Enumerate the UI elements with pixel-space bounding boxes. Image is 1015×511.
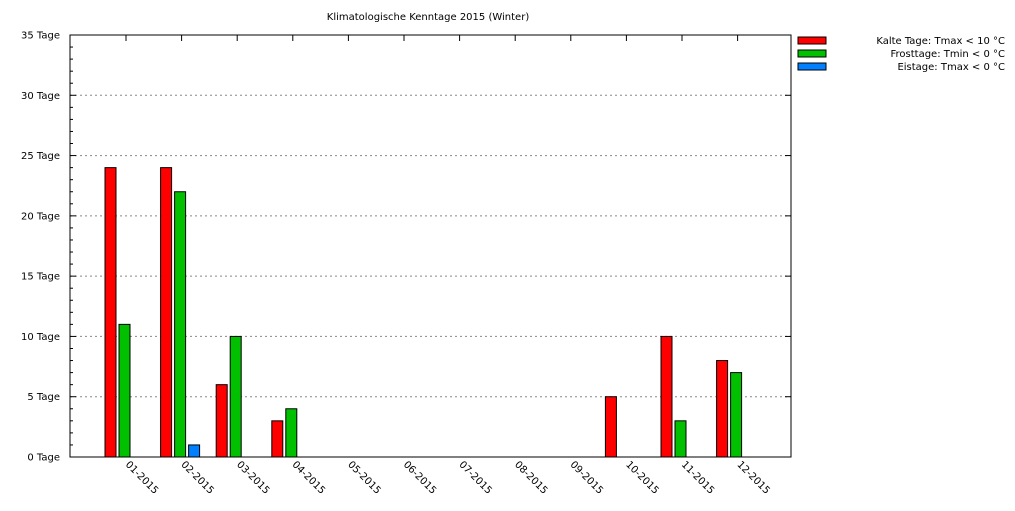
bars	[104, 167, 743, 458]
bar	[716, 360, 729, 458]
x-tick-label: 03-2015	[234, 459, 271, 496]
y-tick-label: 0 Tage	[27, 453, 60, 464]
bar	[674, 420, 687, 458]
legend-swatch	[797, 49, 827, 58]
legend-label: Kalte Tage: Tmax < 10 °C	[876, 36, 1005, 47]
y-tick-label: 25 Tage	[21, 151, 60, 162]
x-tick-label: 02-2015	[178, 459, 215, 496]
x-tick-label: 04-2015	[290, 459, 327, 496]
y-tick-label: 35 Tage	[21, 31, 60, 42]
bar	[229, 335, 242, 458]
y-tick-label: 20 Tage	[21, 211, 60, 222]
bar	[604, 396, 617, 458]
chart-title: Klimatologische Kenntage 2015 (Winter)	[327, 12, 530, 23]
bar	[104, 167, 117, 458]
x-tick-label: 11-2015	[679, 459, 716, 496]
y-tick-label: 5 Tage	[27, 392, 60, 403]
x-tick-label: 10-2015	[623, 459, 660, 496]
legend-label: Frosttage: Tmin < 0 °C	[891, 49, 1006, 60]
x-tick-label: 09-2015	[568, 459, 605, 496]
bar	[188, 444, 201, 458]
bar	[271, 420, 284, 458]
y-tick-label: 30 Tage	[21, 91, 60, 102]
y-axis: 0 Tage 5 Tage 10 Tage 15 Tage 20 Tage 25 Tage…	[21, 31, 791, 464]
x-tick-label: 08-2015	[512, 459, 549, 496]
bar	[285, 408, 298, 458]
bar	[160, 167, 173, 458]
legend: Kalte Tage: Tmax < 10 °C Frosttage: Tmin …	[797, 36, 1006, 73]
x-tick-label: 06-2015	[401, 459, 438, 496]
x-tick-label: 05-2015	[345, 459, 382, 496]
legend-swatch	[797, 62, 827, 71]
bar	[174, 191, 187, 458]
bar	[660, 335, 673, 458]
bar	[118, 323, 131, 458]
y-tick-label: 10 Tage	[21, 332, 60, 343]
x-tick-label: 12-2015	[734, 459, 771, 496]
y-tick-label: 15 Tage	[21, 272, 60, 283]
legend-label: Eistage: Tmax < 0 °C	[897, 62, 1005, 73]
x-tick-label: 01-2015	[123, 459, 160, 496]
x-tick-label: 07-2015	[456, 459, 493, 496]
legend-swatch	[797, 36, 827, 45]
bar	[730, 372, 743, 458]
bar	[215, 384, 228, 458]
plot-area-frame	[69, 34, 792, 458]
